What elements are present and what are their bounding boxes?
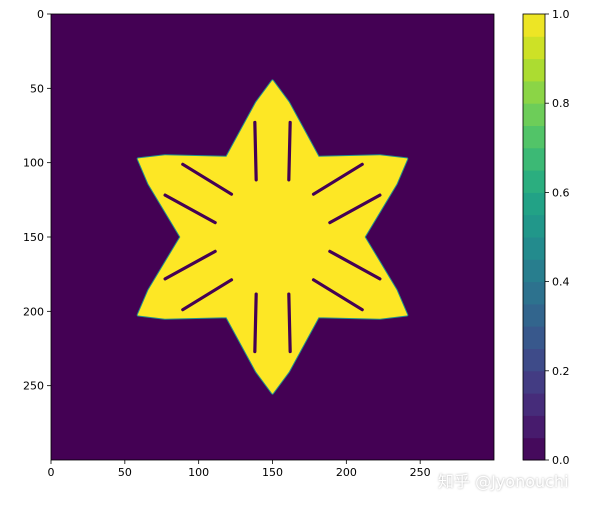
y-tick-label: 0 <box>37 8 44 21</box>
colorbar-level <box>523 147 545 171</box>
colorbar: 0.0 0.2 0.4 0.6 0.8 1.0 <box>522 8 570 467</box>
colorbar-level <box>523 393 545 416</box>
snowflake-fissure <box>253 292 258 354</box>
snowflake-fissure <box>287 120 292 182</box>
y-tick-label: 100 <box>23 157 44 170</box>
snowflake-fissure <box>328 193 382 225</box>
colorbar-tick-label: 1.0 <box>552 8 570 21</box>
colorbar-tick-label: 0.2 <box>552 365 570 378</box>
colorbar-level <box>523 36 545 60</box>
colorbar-level <box>523 370 545 394</box>
colorbar-tick-label: 0.6 <box>552 186 570 199</box>
snowflake-shape <box>137 80 408 394</box>
colorbar-level <box>523 214 545 238</box>
colorbar-level <box>523 14 545 37</box>
colorbar-level <box>523 103 545 126</box>
snowflake-fissure <box>163 249 217 281</box>
colorbar-tick-label: 0.0 <box>552 454 570 467</box>
y-tick-label: 150 <box>23 231 44 244</box>
colorbar-level <box>523 80 545 104</box>
x-tick-label: 200 <box>336 466 357 479</box>
snowflake-fissure <box>287 292 292 354</box>
y-tick-label: 250 <box>23 380 44 393</box>
colorbar-level <box>523 303 545 327</box>
x-tick-label: 100 <box>188 466 209 479</box>
snowflake-fissure <box>328 249 382 281</box>
colorbar-tick-label: 0.8 <box>552 97 570 110</box>
y-tick-label: 50 <box>30 82 44 95</box>
colorbar-level <box>523 192 545 216</box>
snowflake-fissure <box>181 162 234 196</box>
colorbar-level <box>523 259 545 283</box>
x-tick-label: 150 <box>262 466 283 479</box>
colorbar-level <box>523 170 545 193</box>
colorbar-level <box>523 237 545 260</box>
y-tick-label: 200 <box>23 305 44 318</box>
plot-area <box>50 13 495 461</box>
colorbar-level <box>523 348 545 372</box>
colorbar-frame <box>522 13 546 461</box>
colorbar-level <box>523 58 545 82</box>
x-tick-label: 50 <box>118 466 132 479</box>
colorbar-level <box>523 281 545 305</box>
colorbar-level <box>523 415 545 439</box>
colorbar-level <box>523 326 545 349</box>
x-tick-label: 0 <box>48 466 55 479</box>
x-axis: 0 50 100 150 200 250 <box>48 460 431 479</box>
snowflake-fissure <box>253 120 258 182</box>
snowflake-fissure <box>181 278 234 312</box>
colorbar-tick-label: 0.4 <box>552 276 570 289</box>
colorbar-level <box>523 437 545 461</box>
snowflake-fissure <box>311 162 364 196</box>
colorbar-level <box>523 125 545 149</box>
y-axis: 0 50 100 150 200 250 <box>23 8 51 393</box>
snowflake-fissure <box>163 193 217 225</box>
snowflake-fissure <box>311 278 364 312</box>
watermark-text: 知乎 @Jyonouchi <box>438 472 569 491</box>
x-tick-label: 250 <box>410 466 431 479</box>
